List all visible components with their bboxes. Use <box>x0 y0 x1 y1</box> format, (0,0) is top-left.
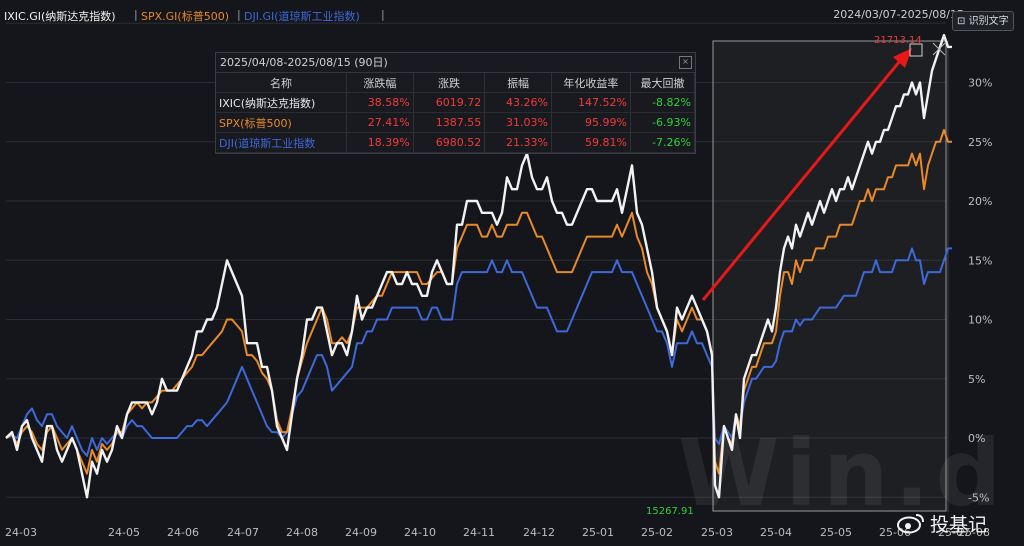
weibo-icon <box>897 514 924 534</box>
y-tick-label: 10% <box>968 314 992 327</box>
x-tick-label: 25-02 <box>641 526 673 539</box>
legend-separator: | <box>237 8 241 21</box>
series-line-ixic <box>5 33 952 499</box>
x-tick-label: 24-08 <box>286 526 318 539</box>
row-ann: 59.81% <box>551 132 631 153</box>
y-tick-label: 15% <box>968 254 992 267</box>
row-name: IXIC(纳斯达克指数) <box>216 92 347 113</box>
y-tick-label: 25% <box>968 136 992 149</box>
header-chg: 涨跌 <box>413 73 486 93</box>
header-ann: 年化收益率 <box>551 73 631 93</box>
row-amp: 21.33% <box>484 132 552 153</box>
x-tick-label: 24-05 <box>108 526 140 539</box>
x-tick-label: 25-06 <box>879 526 911 539</box>
header-amp: 振幅 <box>484 73 552 93</box>
row-amp: 43.26% <box>484 92 552 113</box>
y-tick-label: 5% <box>968 373 985 386</box>
y-tick-label: 30% <box>968 77 992 90</box>
box-icon[interactable] <box>909 43 923 57</box>
table-row[interactable]: DJI(道琼斯工业指数 18.39% 6980.52 21.33% 59.81%… <box>216 132 696 153</box>
x-tick-label: 24-03 <box>5 526 37 539</box>
max-value-label: 21713.14 <box>874 35 922 46</box>
x-tick-label: 24-10 <box>404 526 436 539</box>
header-pct: 涨跌幅 <box>346 73 414 93</box>
stats-table-panel: 2025/04/08-2025/08/15 (90日) × 名称 涨跌幅 涨跌 … <box>215 52 696 154</box>
table-row[interactable]: SPX(标普500) 27.41% 1387.55 31.03% 95.99% … <box>216 112 696 133</box>
row-chg: 1387.55 <box>413 112 486 133</box>
series-lines <box>5 33 952 499</box>
x-tick-label: 25-08 <box>958 526 990 539</box>
y-tick-label: 20% <box>968 195 992 208</box>
series-line-dji <box>5 247 952 457</box>
table-header-row: 名称 涨跌幅 涨跌 振幅 年化收益率 最大回撤 <box>216 73 696 93</box>
x-tick-label: 25-03 <box>701 526 733 539</box>
text-scan-icon: ⊡ <box>957 16 966 27</box>
ocr-button-label: 识别文字 <box>968 16 1009 27</box>
legend-separator: | <box>381 8 385 21</box>
table-row[interactable]: IXIC(纳斯达克指数) 38.58% 6019.72 43.26% 147.5… <box>216 92 696 113</box>
x-tick-label: 24-09 <box>345 526 377 539</box>
legend-bar: IXIC.GI(纳斯达克指数) | SPX.GI(标普500) | DJI.GI… <box>0 0 1024 30</box>
series-line-spx <box>5 128 952 475</box>
row-dd: -8.82% <box>630 92 696 113</box>
row-amp: 31.03% <box>484 112 552 133</box>
row-pct: 18.39% <box>346 132 414 153</box>
legend-spx[interactable]: SPX.GI(标普500) <box>141 10 229 23</box>
row-name: SPX(标普500) <box>216 112 347 133</box>
trend-arrow-line <box>701 55 906 301</box>
x-tick-label: 25-07 <box>938 526 970 539</box>
row-pct: 38.58% <box>346 92 414 113</box>
trend-arrow-head <box>893 48 912 68</box>
legend-dji[interactable]: DJI.GI(道琼斯工业指数) <box>244 10 360 23</box>
x-tick-label: 24-06 <box>167 526 199 539</box>
x-tick-label: 25-04 <box>760 526 792 539</box>
y-tick-label: 0% <box>968 432 985 445</box>
ocr-button[interactable]: ⊡ 识别文字 <box>952 11 1014 31</box>
stats-table: 名称 涨跌幅 涨跌 振幅 年化收益率 最大回撤 IXIC(纳斯达克指数) 38.… <box>216 73 696 153</box>
panel-close-icon[interactable]: × <box>679 56 692 69</box>
x-tick-label: 24-12 <box>523 526 555 539</box>
row-name: DJI(道琼斯工业指数 <box>216 132 347 153</box>
row-pct: 27.41% <box>346 112 414 133</box>
row-ann: 95.99% <box>551 112 631 133</box>
date-range: 2024/03/07-2025/08/15 <box>833 8 964 21</box>
row-dd: -6.93% <box>630 112 696 133</box>
brand-name: 投基记 <box>930 514 988 536</box>
row-chg: 6019.72 <box>413 92 486 113</box>
watermark: Win.d <box>678 420 1008 527</box>
min-value-label: 15267.91 <box>646 506 694 517</box>
row-chg: 6980.52 <box>413 132 486 153</box>
header-name: 名称 <box>216 73 347 93</box>
row-dd: -7.26% <box>630 132 696 153</box>
y-tick-label: -5% <box>968 491 989 504</box>
legend-ixic[interactable]: IXIC.GI(纳斯达克指数) <box>4 10 116 23</box>
x-tick-label: 24-07 <box>227 526 259 539</box>
x-tick-label: 24-11 <box>463 526 495 539</box>
row-ann: 147.52% <box>551 92 631 113</box>
legend-separator: | <box>134 8 138 21</box>
x-tick-label: 25-01 <box>582 526 614 539</box>
header-dd: 最大回撤 <box>630 73 696 93</box>
x-tick-label: 25-05 <box>820 526 852 539</box>
selection-box[interactable] <box>712 40 947 512</box>
stats-table-title: 2025/04/08-2025/08/15 (90日) <box>216 53 695 73</box>
x-axis-labels: 24-03 24-05 24-06 24-07 24-08 24-09 24-10 24-11… <box>5 526 990 539</box>
close-icon-stroke <box>932 42 946 56</box>
